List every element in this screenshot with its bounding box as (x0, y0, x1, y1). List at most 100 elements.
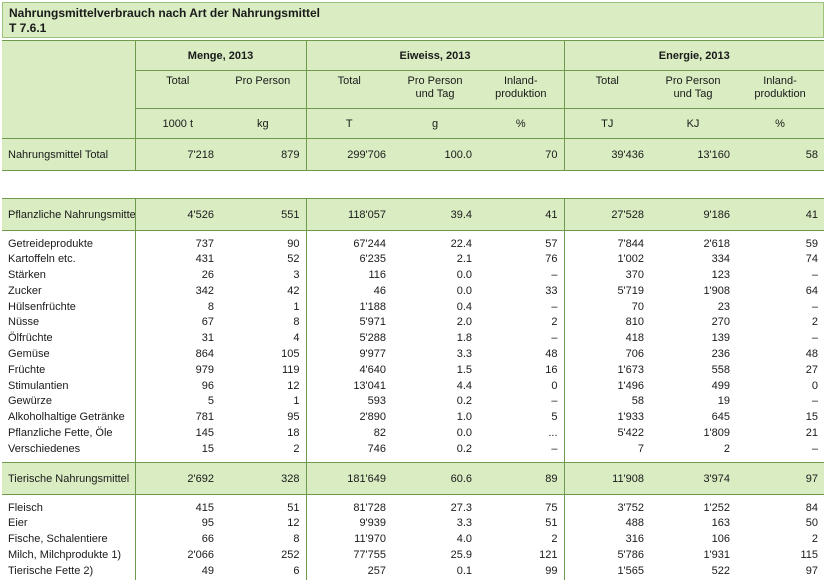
subheader-menge-pro-person: Pro Person (220, 70, 307, 109)
cell-value: 645 (711, 411, 731, 424)
cell-value: 5'971 (305, 315, 393, 332)
cell-value: 1 (293, 300, 300, 313)
cell-value: 270 (711, 316, 731, 329)
cell-value: 8 (293, 316, 300, 329)
table-row: Getreideprodukte 737 90 67'244 22.4 57 7'844 2'… (2, 236, 824, 253)
gap-row (2, 171, 824, 199)
spacer-cell (563, 230, 651, 237)
unit-energie-inland: % (736, 108, 825, 139)
cell-value: 48 (805, 348, 819, 361)
table-row: Verschiedenes 15 2 746 0.2–7 2– (2, 441, 824, 458)
spacer-cell (650, 171, 736, 199)
row-label: Kartoffeln etc. (8, 253, 76, 266)
cell-value: 879 (220, 138, 307, 171)
row-label: Gemüse (8, 348, 50, 361)
cell-value: 558 (711, 363, 731, 376)
unit-energie-pro-person: KJ (650, 108, 737, 139)
cell-value: 5 (134, 394, 220, 411)
cell-value: 418 (563, 331, 651, 348)
cell-value: 13'041 (305, 378, 393, 395)
cell-value: 1'252 (703, 501, 731, 514)
table-row: Zucker 342 42 46 0.0 33 5'719 1'908 64 (2, 283, 824, 300)
table-row: Fleisch 415 51 81'728 27.3 75 3'752 1'252 84 (2, 500, 824, 517)
cell-value: 746 (305, 441, 393, 458)
spacer-cell (220, 171, 306, 199)
cell-value: 11'970 (305, 532, 393, 549)
unit-eiweiss-total: T (305, 108, 393, 139)
spacer-cell (134, 494, 220, 501)
cell-value: 1'931 (703, 549, 731, 562)
table-row: Fische, Schalentiere 66 8 11'970 4.0 2 316 106 2 (2, 532, 824, 549)
row-label: Zucker (8, 284, 42, 297)
table-row: Stärken 26 3 116 0.0–370 123– (2, 268, 824, 284)
cell-value: 5 (551, 411, 558, 424)
spacer-cell (736, 171, 824, 199)
cell-value: 3.3 (456, 517, 473, 530)
cell-value: 7 (563, 441, 651, 458)
cell-value: 8 (293, 533, 300, 546)
row-label: Früchte (8, 363, 46, 376)
cell-value: 12 (287, 379, 300, 392)
cell-value: 145 (134, 426, 220, 442)
cell-value: 27 (805, 363, 819, 376)
cell-value: 4.0 (456, 533, 473, 546)
row-label: Ölfrüchte (8, 332, 53, 345)
row-label: Stärken (8, 269, 46, 282)
cell-value: 76 (545, 253, 558, 266)
subheader-eiweiss-total: Total (305, 70, 393, 109)
subheader-energie-inland: Inland-produktion (736, 70, 825, 109)
table-id: T 7.6.1 (9, 21, 47, 35)
row-label: Nahrungsmittel Total (2, 138, 135, 171)
cell-value: 2 (551, 533, 558, 546)
cell-value: 2 (551, 316, 558, 329)
table-row: Hülsenfrüchte 8 1 1'188 0.4–70 23– (2, 299, 824, 316)
cell-value: 64 (805, 284, 819, 297)
cell-value: 51 (287, 501, 300, 514)
spacer-row (2, 230, 824, 237)
subheader-eiweiss-inland: Inland-produktion (478, 70, 565, 109)
cell-value: 864 (134, 347, 220, 363)
cell-value: 2'066 (134, 548, 220, 564)
unit-menge-pro-person: kg (220, 108, 307, 139)
cell-value: 58 (563, 394, 651, 411)
cell-value: 123 (711, 269, 731, 282)
cell-value: 96 (134, 378, 220, 395)
cell-value: 6'235 (305, 252, 393, 269)
group-header-menge: Menge, 2013 (134, 40, 307, 71)
cell-value: 3'752 (563, 500, 651, 517)
table-title: Nahrungsmittelverbrauch nach Art der Nah… (9, 6, 320, 20)
spacer-cell (305, 457, 393, 463)
cell-value: – (551, 442, 558, 455)
spacer-cell (563, 457, 651, 463)
table-row: Eier 95 12 9'939 3.3 51 488 163 50 (2, 516, 824, 533)
cell-value: 67'244 (305, 236, 393, 253)
cell-value: 15 (805, 411, 819, 424)
cell-value: 48 (545, 348, 558, 361)
cell-value: 1.8 (456, 332, 473, 345)
cell-value: 89 (478, 462, 565, 496)
table-title-box: Nahrungsmittelverbrauch nach Art der Nah… (2, 2, 824, 38)
spacer-row (2, 457, 824, 463)
table-row: Pflanzliche Fette, Öle 145 18 82 0.0... 5'422… (2, 426, 824, 442)
cell-value: 2 (811, 316, 819, 329)
row-label: Stimulantien (8, 379, 69, 392)
cell-value: 3.3 (456, 348, 473, 361)
cell-value: 5'719 (563, 283, 651, 300)
table-row: Gemüse 864 105 9'977 3.3 48 706 236 48 (2, 347, 824, 363)
cell-value: 2.1 (456, 253, 473, 266)
cell-value: 0.2 (456, 395, 473, 408)
cell-value: 1.5 (456, 363, 473, 376)
cell-value: ... (548, 427, 558, 440)
cell-value: 0.0 (456, 269, 473, 282)
group-header-eiweiss: Eiweiss, 2013 (305, 40, 565, 71)
cell-value: 7'844 (563, 236, 651, 253)
cell-value: – (551, 269, 558, 282)
row-label: Eier (8, 517, 28, 530)
cell-value: 105 (281, 348, 300, 361)
pflanzlich-summary-row: Pflanzliche Nahrungsmitte 4'526 551 118'057… (2, 198, 825, 231)
spacer-cell (134, 457, 220, 463)
cell-value: 95 (134, 516, 220, 533)
row-label: Getreideprodukte (8, 237, 93, 250)
cell-value: 58 (736, 138, 825, 171)
cell-value: 115 (800, 549, 819, 562)
